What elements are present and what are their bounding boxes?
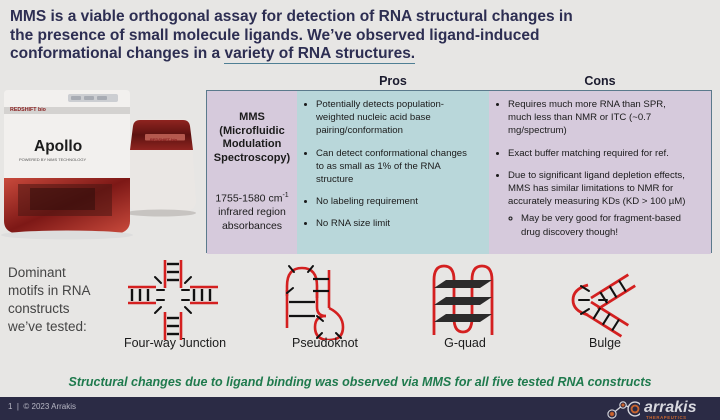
svg-text:POWERED BY NIMS TECHNOLOGY: POWERED BY NIMS TECHNOLOGY	[19, 157, 87, 162]
svg-text:Apollo: Apollo	[34, 138, 82, 155]
svg-text:REDSHIFT bio: REDSHIFT bio	[150, 137, 178, 142]
svg-text:REDSHIFT bio: REDSHIFT bio	[10, 107, 47, 113]
